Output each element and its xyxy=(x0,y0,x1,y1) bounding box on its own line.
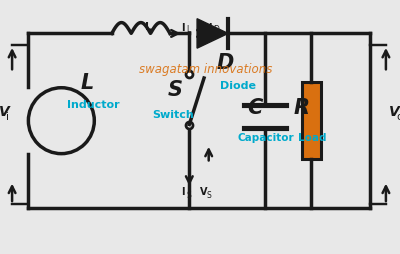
Text: V: V xyxy=(0,104,9,118)
Text: I: I xyxy=(181,187,184,197)
Text: S: S xyxy=(186,190,191,199)
Text: Inductor: Inductor xyxy=(67,100,120,110)
Text: V: V xyxy=(200,187,208,197)
Text: i: i xyxy=(6,111,8,121)
Bar xyxy=(302,83,321,160)
Text: Diode: Diode xyxy=(220,81,256,90)
Text: I: I xyxy=(208,22,212,33)
Text: Load: Load xyxy=(298,133,326,142)
Text: L: L xyxy=(186,25,190,34)
Text: I: I xyxy=(181,22,184,33)
Text: Capacitor: Capacitor xyxy=(238,133,294,142)
Text: D: D xyxy=(216,53,234,73)
Text: D: D xyxy=(213,25,219,34)
Text: L: L xyxy=(145,22,152,32)
Text: C: C xyxy=(248,98,263,117)
Text: V: V xyxy=(389,104,400,118)
Text: L: L xyxy=(81,72,94,92)
Text: swagatam innovations: swagatam innovations xyxy=(139,63,272,76)
Text: o: o xyxy=(396,111,400,121)
Text: Switch: Switch xyxy=(152,109,194,119)
Polygon shape xyxy=(197,20,228,49)
Text: S: S xyxy=(206,190,211,199)
Text: S: S xyxy=(168,80,183,100)
Text: R: R xyxy=(294,98,310,117)
